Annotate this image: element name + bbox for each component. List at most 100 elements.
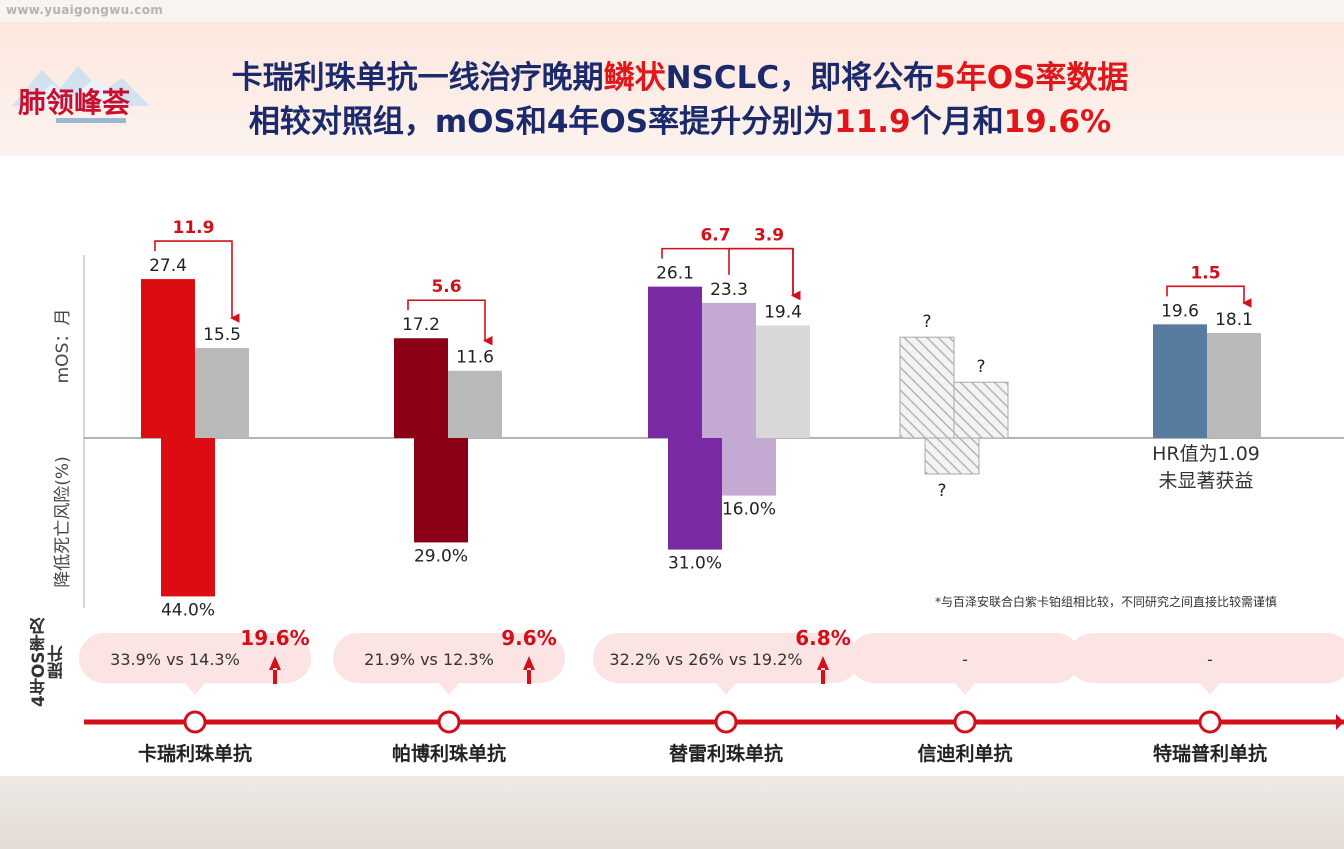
bar-value-label: 19.6: [1161, 301, 1199, 321]
os4-pill-tail: [1200, 683, 1220, 695]
diff-arrow: [154, 240, 240, 323]
bar-mos: [448, 370, 502, 438]
os4-lift: 6.8%: [795, 626, 850, 650]
os4-pill: 33.9% vs 14.3%19.6%: [79, 626, 311, 695]
os4-pill-tail: [716, 683, 736, 695]
os4-text: -: [1207, 650, 1213, 669]
os4-pill: -: [849, 633, 1081, 695]
hr-note: HR值为1.09: [1152, 443, 1260, 465]
decorative-footer: [0, 776, 1344, 849]
bar-mos: [394, 338, 448, 438]
bar-mos: [1153, 324, 1207, 438]
timeline-node: [183, 710, 207, 734]
title-segment: 19.6%: [1003, 104, 1112, 140]
os4-lift: 9.6%: [501, 626, 556, 650]
bar-mos: [141, 279, 195, 438]
os4-pill: 32.2% vs 26% vs 19.2%6.8%: [593, 626, 859, 695]
conference-logo: 肺领峰荟: [12, 66, 150, 123]
up-arrow-icon: [817, 656, 829, 684]
up-arrow-icon: [269, 656, 281, 684]
os4-pill-bg: [593, 633, 859, 683]
os4-pill-bg: [79, 633, 311, 683]
bar-value-label: 23.3: [710, 280, 748, 300]
header-band: [0, 22, 1344, 156]
title-segment: 5年OS率数据: [934, 60, 1129, 96]
os4-pill-tail: [439, 683, 459, 695]
diff-arrow: [728, 247, 801, 301]
row-label-4yr-os: 4年OS率及提升: [30, 617, 62, 707]
diff-arrow: [1166, 285, 1252, 308]
bar-mos: [756, 325, 810, 438]
bar-risk: [414, 438, 468, 543]
diff-label: 1.5: [1190, 263, 1220, 283]
bar-value-label: 26.1: [656, 264, 694, 284]
os4-text: 32.2% vs 26% vs 19.2%: [609, 650, 802, 669]
os4-text: 33.9% vs 14.3%: [110, 650, 240, 669]
bar-label-unknown: ?: [937, 481, 946, 501]
bar-risk: [722, 438, 776, 496]
diff-label: 6.7: [700, 226, 730, 246]
bar-mos-unknown: [953, 381, 1009, 439]
category-label: 帕博利珠单抗: [392, 742, 506, 765]
bar-risk: [161, 438, 215, 597]
bar-value-label: 16.0%: [722, 500, 776, 520]
bar-mos-unknown: [899, 336, 955, 439]
bar-value-label: 31.0%: [668, 554, 722, 574]
bar-value-label: 29.0%: [414, 546, 468, 566]
bar-mos: [648, 286, 702, 438]
os4-pill: 21.9% vs 12.3% 9.6%: [333, 626, 565, 695]
bar-risk-unknown: [924, 437, 980, 475]
y-axis-label-risk: 降低死亡风险(%): [53, 456, 73, 587]
category-label: 特瑞普利单抗: [1153, 742, 1267, 765]
bar-mos: [702, 302, 756, 438]
timeline-node: [437, 710, 461, 734]
bar-value-label: 18.1: [1215, 310, 1253, 330]
up-arrow-icon: [523, 656, 535, 684]
bar-risk: [668, 438, 722, 550]
timeline-node: [1198, 710, 1222, 734]
diff-label: 11.9: [173, 218, 215, 238]
footnote: *与百泽安联合白紫卡铂组相比较，不同研究之间直接比较需谨慎: [935, 594, 1277, 609]
os4-pill-tail: [955, 683, 975, 695]
timeline-arrow-icon: [1336, 714, 1344, 730]
os4-pill-bg: [849, 633, 1081, 683]
bar-mos: [1207, 333, 1261, 438]
title-segment: 卡瑞利珠单抗一线治疗晚期: [231, 60, 604, 96]
category-label: 卡瑞利珠单抗: [138, 742, 252, 765]
slide-title-line1: 卡瑞利珠单抗一线治疗晚期鳞状NSCLC，即将公布5年OS率数据: [150, 52, 1210, 97]
y-axis-label-mos: mOS：月: [53, 309, 73, 384]
watermark: www.yuaigongwu.com: [6, 3, 164, 17]
diff-label: 3.9: [754, 226, 784, 246]
os4-pill: -: [1068, 633, 1344, 695]
category-label: 信迪利单抗: [917, 742, 1012, 765]
slide-title-line2: 相较对照组，mOS和4年OS率提升分别为11.9个月和19.6%: [150, 96, 1210, 141]
title-segment: 个月和: [910, 104, 1004, 140]
title-segment: 鳞状: [603, 60, 666, 96]
os4-text: 21.9% vs 12.3%: [364, 650, 494, 669]
bar-value-label: 17.2: [402, 315, 440, 335]
title-segment: NSCLC，即将公布: [665, 60, 935, 96]
bar-label-unknown: ?: [976, 357, 985, 377]
os4-pill-bg: [333, 633, 565, 683]
timeline-node: [714, 710, 738, 734]
category-label: 替雷利珠单抗: [669, 742, 783, 765]
os4-lift: 19.6%: [240, 626, 309, 650]
os4-text: -: [962, 650, 968, 669]
title-segment: 相较对照组，mOS和4年OS率提升分别为: [248, 104, 835, 140]
bar-value-label: 44.0%: [161, 600, 215, 620]
os4-pill-bg: [1068, 633, 1344, 683]
bar-mos: [195, 348, 249, 438]
diff-arrow: [407, 299, 493, 346]
os4-pill-tail: [185, 683, 205, 695]
bar-value-label: 15.5: [203, 325, 241, 345]
bar-value-label: 19.4: [764, 302, 802, 322]
timeline-node: [953, 710, 977, 734]
title-segment: 11.9: [834, 104, 911, 140]
bar-label-unknown: ?: [922, 312, 931, 332]
logo-lettering: 肺领峰荟: [18, 86, 130, 119]
diff-label: 5.6: [431, 277, 461, 297]
bar-value-label: 11.6: [456, 348, 494, 368]
hr-note: 未显著获益: [1158, 470, 1253, 492]
bar-value-label: 27.4: [149, 256, 187, 276]
